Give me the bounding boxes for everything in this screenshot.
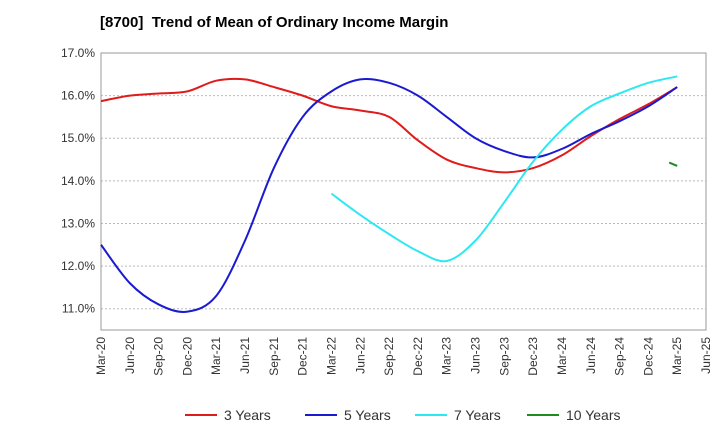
grid-lines <box>101 52 706 310</box>
y-tick-label: 14.0% <box>61 174 95 188</box>
x-tick-label: Dec-20 <box>180 337 194 376</box>
y-axis-tick-labels: 11.0% 12.0% 13.0% 14.0% 15.0% 16.0% 17.0% <box>61 46 95 316</box>
plot-area-border <box>100 52 707 331</box>
x-tick-label: Mar-21 <box>209 337 223 375</box>
x-tick-label: Jun-25 <box>699 337 713 374</box>
x-tick-label: Mar-22 <box>324 337 338 375</box>
x-tick-label: Sep-20 <box>152 337 166 376</box>
chart-title: [8700] Trend of Mean of Ordinary Income … <box>100 14 449 31</box>
x-tick-label: Jun-20 <box>123 337 137 374</box>
series-line-7-years <box>330 75 678 263</box>
x-tick-label: Dec-23 <box>526 337 540 376</box>
legend-label: 5 Years <box>344 407 391 423</box>
x-tick-label: Mar-25 <box>670 337 684 375</box>
legend-label: 7 Years <box>454 407 501 423</box>
x-tick-label: Sep-21 <box>267 337 281 376</box>
x-tick-label: Dec-21 <box>296 337 310 376</box>
series-line-10-years <box>668 161 678 167</box>
x-tick-label: Jun-23 <box>469 337 483 374</box>
series-line-3-years <box>100 77 678 174</box>
legend-label: 3 Years <box>224 407 271 423</box>
y-tick-label: 17.0% <box>61 46 95 60</box>
legend: 3 Years 5 Years 7 Years 10 Years <box>185 407 621 423</box>
x-tick-label: Mar-24 <box>555 337 569 375</box>
y-tick-label: 12.0% <box>61 259 95 273</box>
x-tick-label: Mar-20 <box>94 337 108 375</box>
y-tick-label: 13.0% <box>61 216 95 230</box>
x-tick-label: Jun-21 <box>238 337 252 374</box>
x-tick-label: Jun-22 <box>353 337 367 374</box>
y-tick-label: 16.0% <box>61 89 95 103</box>
x-tick-label: Sep-23 <box>497 337 511 376</box>
legend-label: 10 Years <box>566 407 621 423</box>
x-axis-tick-labels: Mar-20 Jun-20 Sep-20 Dec-20 Mar-21 Jun-21 Sep-… <box>94 337 713 376</box>
series-lines <box>100 75 678 313</box>
x-tick-label: Sep-24 <box>613 337 627 376</box>
x-tick-label: Mar-23 <box>440 337 454 375</box>
x-tick-label: Dec-24 <box>641 337 655 376</box>
series-line-5-years <box>100 77 678 313</box>
y-tick-label: 11.0% <box>62 302 95 316</box>
x-tick-label: Jun-24 <box>584 337 598 374</box>
x-tick-label: Dec-22 <box>411 337 425 376</box>
x-tick-label: Sep-22 <box>382 337 396 376</box>
y-tick-label: 15.0% <box>61 131 95 145</box>
